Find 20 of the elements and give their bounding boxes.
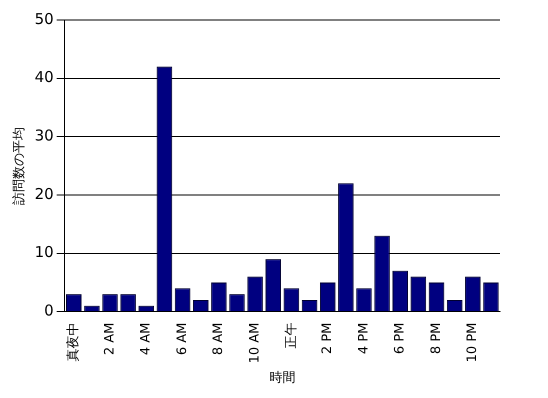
x-tick-label: 正午: [284, 322, 299, 349]
x-tick-label: 6 AM: [174, 322, 190, 356]
x-tick-label: 4 AM: [138, 322, 154, 356]
x-tick-label: 真夜中: [65, 322, 82, 362]
y-axis-title: 訪問数の平均: [12, 126, 28, 205]
y-tick-label: 0: [44, 302, 54, 320]
y-tick-label: 20: [34, 184, 54, 203]
x-tick-label: 8 PM: [428, 322, 444, 354]
x-tick-label: 8 AM: [211, 322, 226, 356]
x-tick-label: 2 PM: [320, 322, 336, 354]
y-tick-label: 10: [34, 243, 54, 262]
y-tick-label: 40: [34, 68, 54, 86]
y-tick-label: 30: [34, 126, 54, 145]
y-tick-label: 50: [34, 10, 54, 28]
x-tick-label: 10 PM: [465, 322, 480, 362]
x-tick-label: 6 PM: [392, 322, 408, 354]
x-axis-title: 時間: [269, 370, 296, 386]
x-tick-label: 10 AM: [248, 322, 263, 364]
x-tick-label: 2 AM: [102, 322, 118, 356]
x-tick-label: 4 PM: [356, 322, 372, 354]
